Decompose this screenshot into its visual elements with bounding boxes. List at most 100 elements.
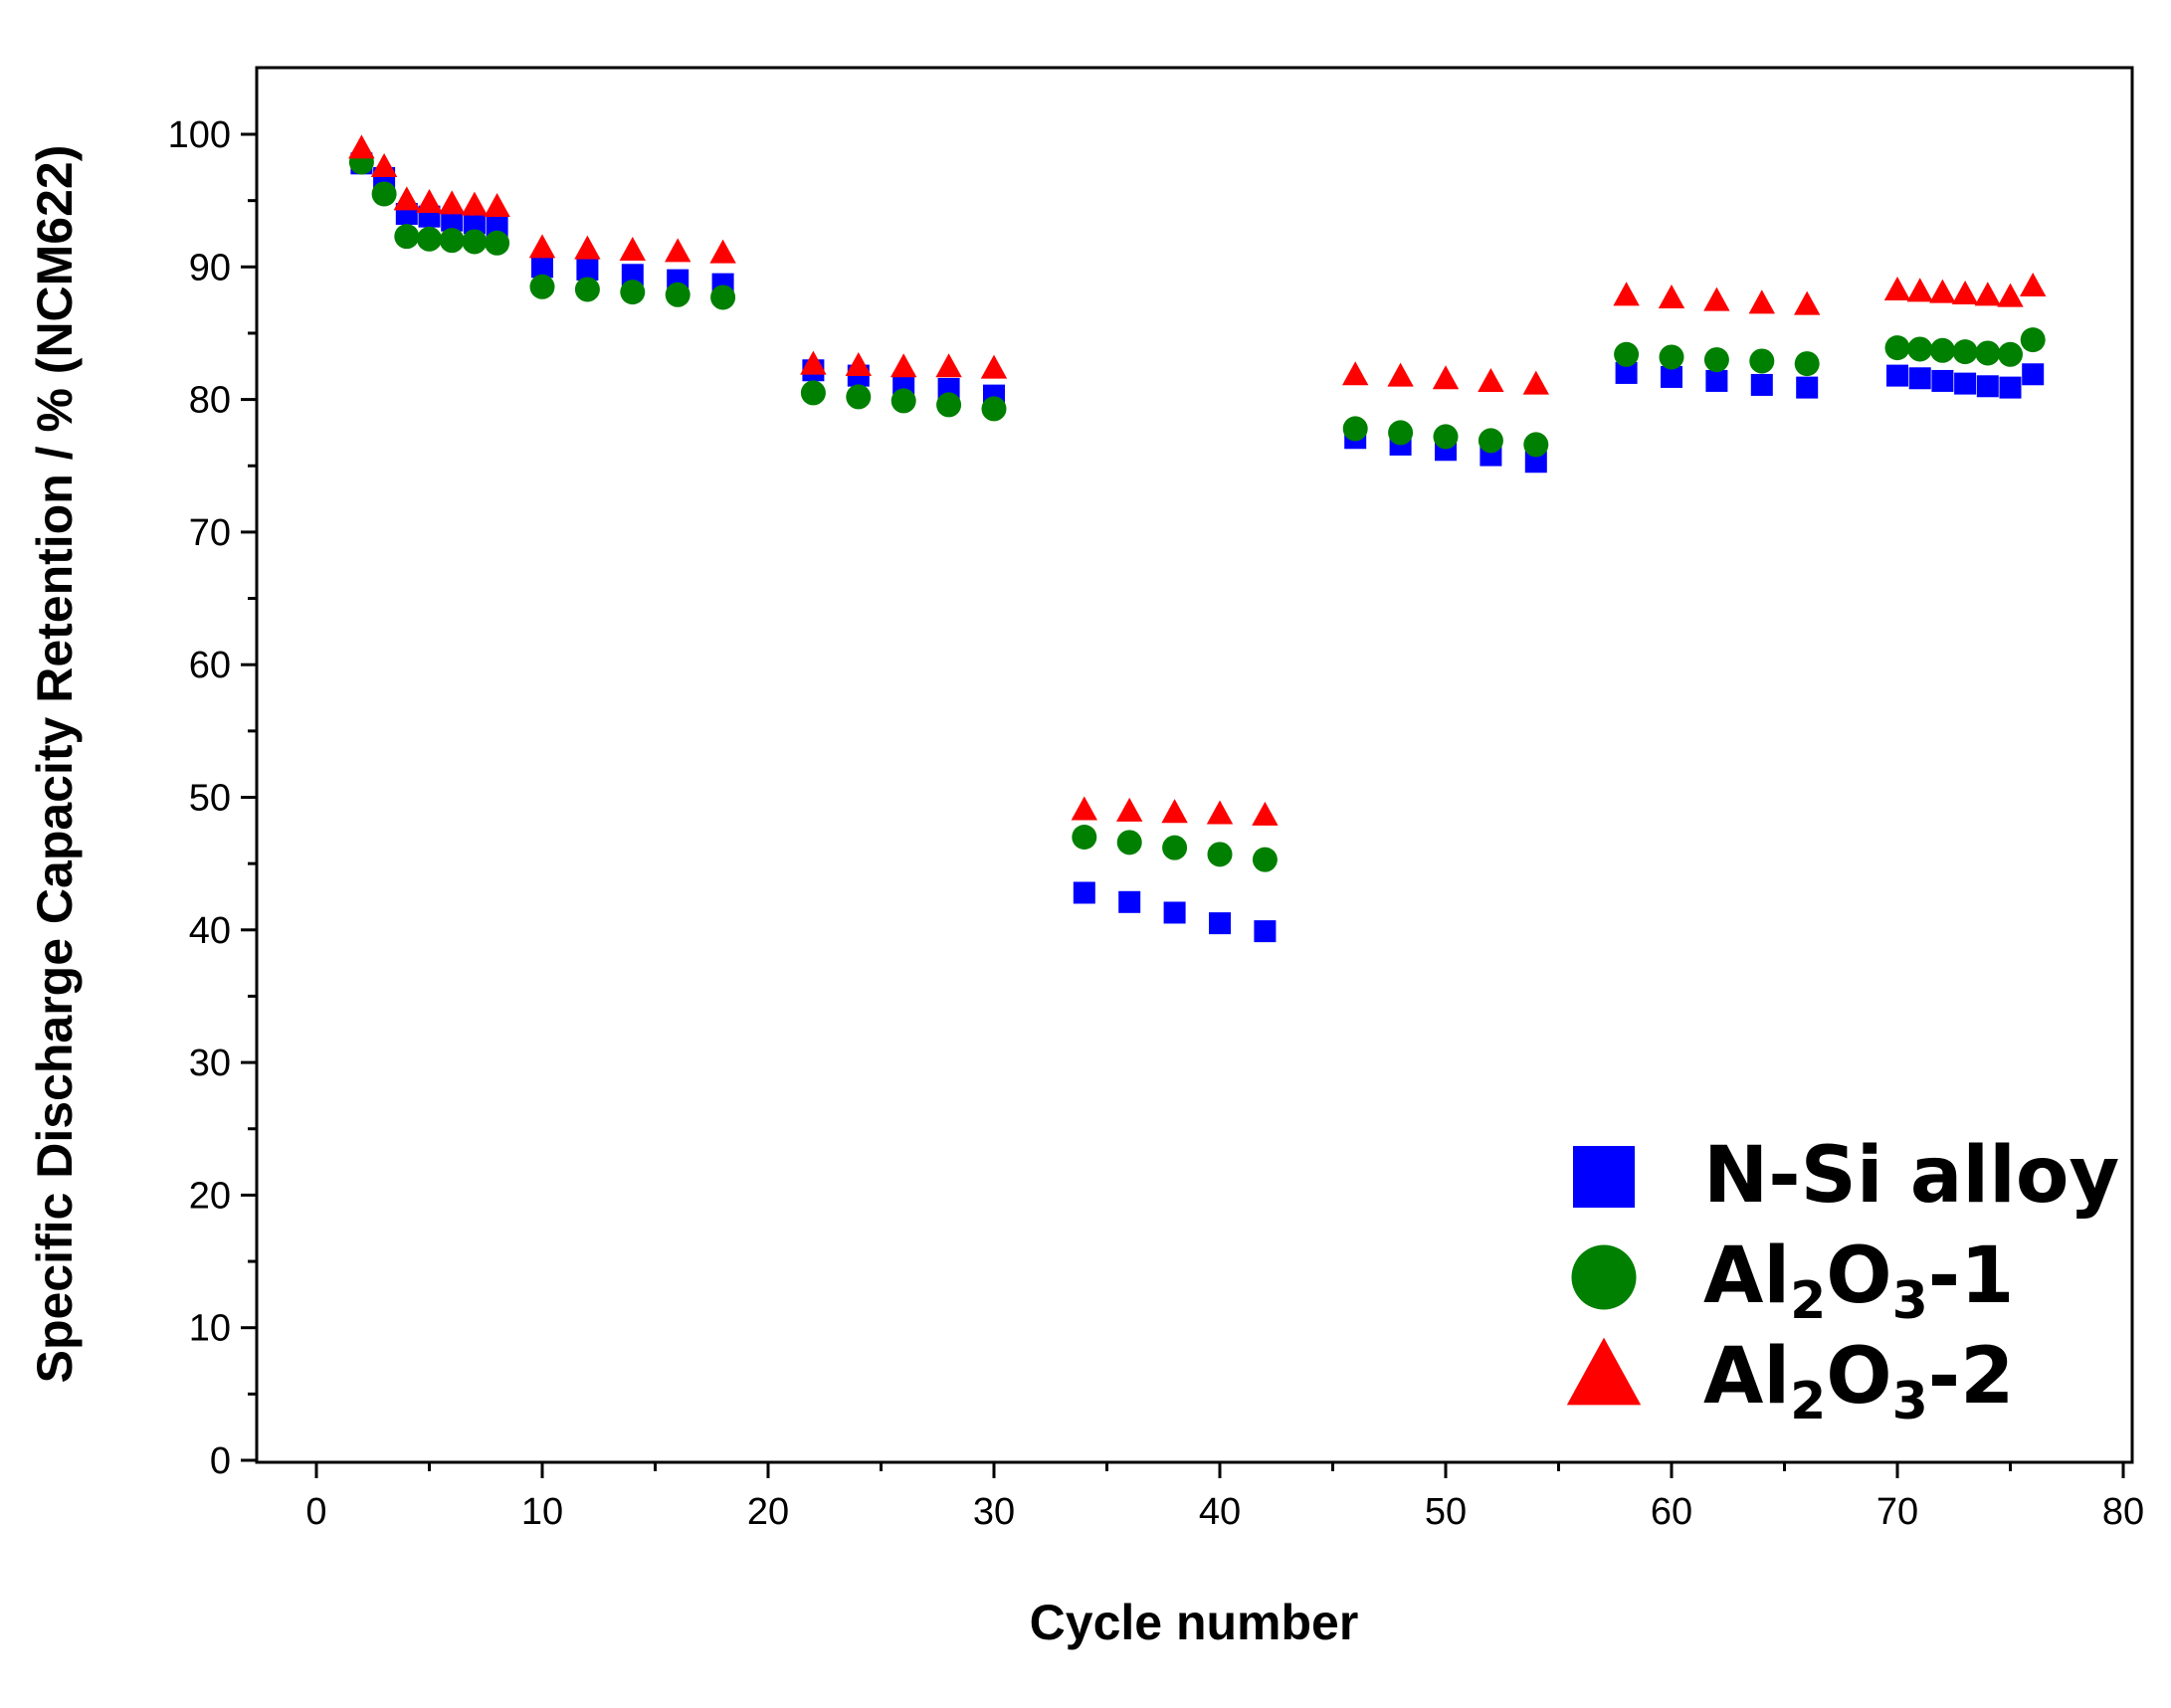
- point-al2o3-1: [529, 274, 555, 299]
- point-al2o3-2: [890, 353, 917, 378]
- point-al2o3-1: [1116, 830, 1142, 855]
- point-al2o3-1: [462, 229, 488, 255]
- y-tick-label: 30: [189, 1043, 231, 1084]
- point-n-si-alloy: [1886, 364, 1908, 387]
- point-al2o3-1: [1342, 416, 1368, 442]
- point-al2o3-2: [1748, 289, 1775, 314]
- legend-label-al2o3-2: Al2O3-2: [1703, 1332, 2014, 1431]
- point-al2o3-1: [1975, 340, 2001, 366]
- point-n-si-alloy: [1999, 376, 2022, 399]
- point-al2o3-2: [619, 236, 646, 262]
- point-al2o3-2: [1071, 796, 1097, 821]
- point-al2o3-2: [1906, 278, 1933, 302]
- point-n-si-alloy: [621, 264, 644, 286]
- point-n-si-alloy: [1073, 881, 1095, 904]
- point-al2o3-1: [800, 380, 826, 406]
- point-al2o3-1: [1998, 341, 2023, 367]
- point-al2o3-2: [1387, 362, 1414, 387]
- plot-frame: [255, 66, 2134, 1464]
- point-n-si-alloy: [1163, 901, 1186, 924]
- point-al2o3-1: [1749, 348, 1775, 374]
- point-al2o3-1: [710, 285, 736, 310]
- x-tick-label: 10: [521, 1491, 563, 1533]
- point-al2o3-2: [665, 238, 691, 263]
- point-n-si-alloy: [1750, 373, 1773, 396]
- tick-labels: 0 10 20 30 40 50 60 70 80 0 10 20 30 40 50 60 70 80 90 100: [168, 114, 2145, 1533]
- point-al2o3-2: [1206, 800, 1234, 825]
- legend-symbol: [1566, 1337, 1642, 1406]
- point-al2o3-1: [936, 392, 962, 418]
- point-al2o3-2: [1951, 280, 1979, 304]
- point-al2o3-1: [439, 228, 465, 254]
- point-al2o3-1: [1884, 335, 1910, 361]
- legend-label-base: Al: [1703, 1332, 1790, 1422]
- point-al2o3-1: [1659, 344, 1684, 370]
- point-al2o3-2: [1478, 367, 1504, 392]
- point-al2o3-2: [1658, 284, 1685, 308]
- legend-label-n-si-alloy: N-Si alloy: [1703, 1131, 2119, 1221]
- point-al2o3-1: [1162, 835, 1188, 860]
- point-n-si-alloy: [531, 256, 553, 279]
- point-n-si-alloy: [2022, 363, 2045, 386]
- point-al2o3-2: [1161, 799, 1188, 824]
- point-n-si-alloy: [1908, 367, 1931, 390]
- y-tick-label: 0: [210, 1440, 231, 1482]
- point-al2o3-2: [1116, 797, 1143, 822]
- point-al2o3-2: [348, 134, 375, 159]
- point-n-si-alloy: [463, 212, 486, 235]
- point-al2o3-2: [800, 350, 827, 375]
- legend-label-base: N-Si alloy: [1703, 1131, 2119, 1221]
- point-n-si-alloy: [892, 372, 915, 395]
- legend-label-subscript: 3: [1892, 1372, 1928, 1431]
- point-al2o3-1: [1929, 337, 1955, 363]
- point-al2o3-1: [485, 230, 510, 256]
- point-al2o3-1: [1703, 347, 1729, 373]
- x-tick-label: 60: [1651, 1491, 1692, 1533]
- point-al2o3-2: [709, 239, 736, 264]
- legend: N-Si alloy Al2O3-1 Al2O3-2: [1566, 1131, 2119, 1431]
- point-al2o3-1: [371, 181, 397, 207]
- legend-label-base: O: [1826, 1332, 1891, 1422]
- legend-label-suffix: -2: [1928, 1332, 2015, 1422]
- point-al2o3-1: [1794, 351, 1820, 377]
- legend-label-al2o3-1: Al2O3-1: [1703, 1232, 2014, 1331]
- point-n-si-alloy: [441, 209, 464, 232]
- point-al2o3-1: [1433, 424, 1459, 450]
- point-n-si-alloy: [1976, 375, 1999, 398]
- point-al2o3-1: [890, 388, 916, 414]
- point-al2o3-1: [574, 277, 600, 302]
- point-al2o3-2: [370, 153, 398, 178]
- point-al2o3-2: [1342, 361, 1369, 386]
- point-al2o3-1: [1952, 339, 1978, 365]
- point-al2o3-1: [665, 282, 691, 307]
- y-tick-label: 80: [189, 380, 231, 422]
- point-al2o3-2: [1432, 365, 1460, 390]
- point-n-si-alloy: [1705, 369, 1728, 392]
- y-tick-label: 20: [189, 1175, 231, 1217]
- point-al2o3-2: [845, 351, 872, 376]
- y-tick-label: 100: [168, 114, 231, 156]
- x-tick-label: 20: [747, 1491, 789, 1533]
- point-al2o3-2: [2020, 272, 2047, 296]
- point-al2o3-2: [1522, 370, 1549, 395]
- point-al2o3-2: [1613, 282, 1640, 306]
- legend-label-subscript: 3: [1892, 1271, 1928, 1331]
- point-n-si-alloy: [1524, 451, 1547, 474]
- point-al2o3-2: [416, 188, 443, 214]
- point-n-si-alloy: [1118, 890, 1141, 913]
- legend-label-base: Al: [1703, 1232, 1790, 1321]
- point-al2o3-2: [1794, 290, 1821, 315]
- point-al2o3-1: [2020, 327, 2046, 353]
- point-al2o3-1: [620, 280, 646, 305]
- x-tick-label: 80: [2102, 1491, 2144, 1533]
- legend-marker-al2o3-2: [1566, 1337, 1642, 1406]
- point-al2o3-1: [981, 396, 1007, 422]
- point-al2o3-2: [1703, 286, 1730, 311]
- point-al2o3-2: [484, 192, 510, 218]
- legend-symbol: [1571, 1244, 1637, 1310]
- x-tick-label: 70: [1876, 1491, 1918, 1533]
- point-al2o3-2: [935, 353, 962, 378]
- point-n-si-alloy: [1209, 912, 1231, 935]
- point-al2o3-2: [574, 235, 601, 260]
